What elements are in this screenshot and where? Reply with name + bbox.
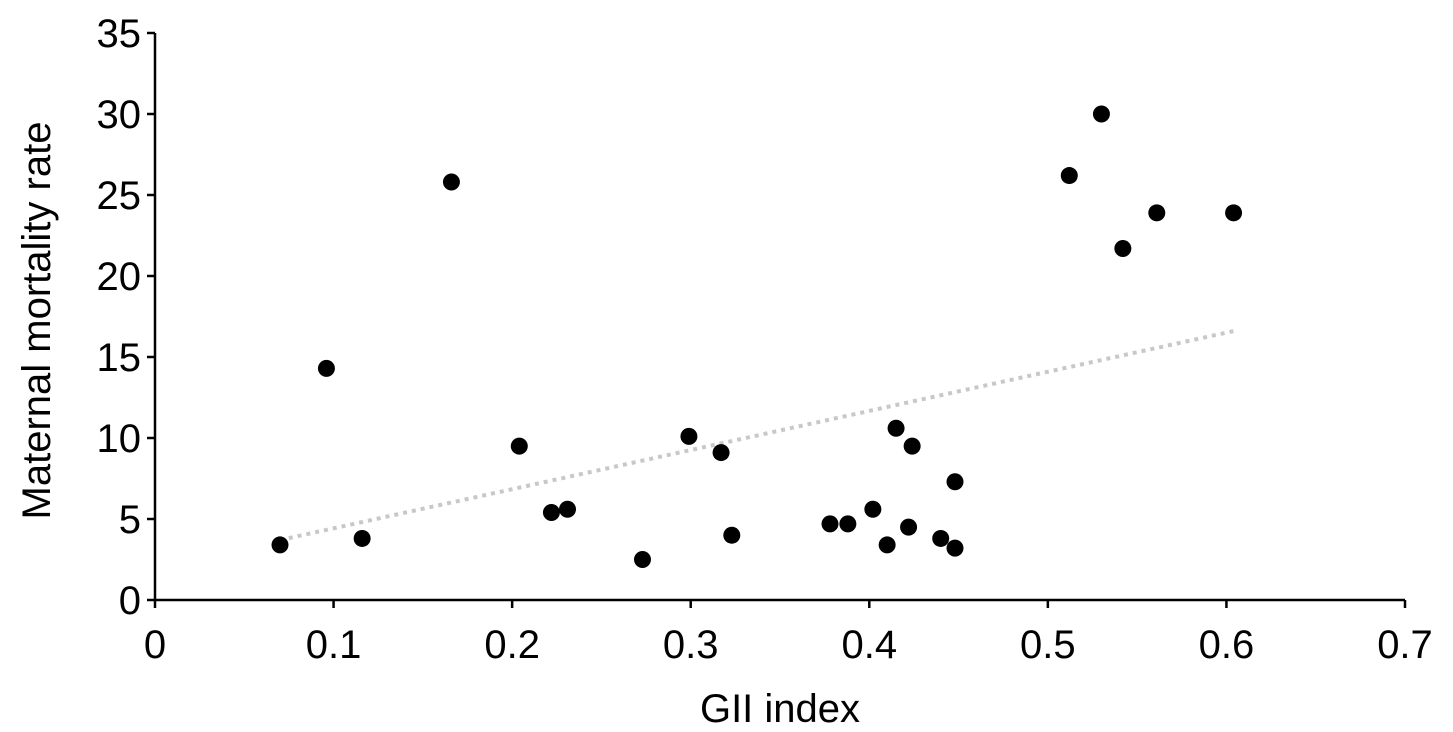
y-tick-label: 20	[97, 255, 142, 299]
data-point	[887, 419, 905, 437]
x-tick-label: 0.4	[841, 623, 897, 667]
data-point	[839, 515, 857, 533]
data-point	[1092, 105, 1110, 123]
data-point	[903, 437, 921, 455]
data-point	[1225, 204, 1243, 222]
x-tick-label: 0.3	[663, 623, 719, 667]
data-point	[317, 359, 335, 377]
y-tick-label: 35	[97, 12, 142, 56]
data-point	[559, 500, 576, 518]
x-tick-label: 0.7	[1377, 623, 1433, 667]
data-point	[1148, 204, 1166, 222]
y-tick-label: 30	[97, 93, 142, 137]
y-tick-label: 15	[97, 336, 142, 380]
data-point	[946, 473, 964, 491]
x-tick-label: 0.6	[1199, 623, 1255, 667]
data-point	[821, 515, 839, 533]
data-points	[271, 105, 1243, 568]
data-point	[271, 536, 289, 554]
data-point	[442, 173, 460, 191]
x-tick-label: 0.1	[306, 623, 362, 667]
x-tick-label: 0.2	[484, 623, 540, 667]
y-tick-label: 10	[97, 417, 142, 461]
data-point	[723, 526, 741, 544]
data-point	[900, 518, 918, 536]
data-point	[864, 500, 882, 518]
data-point	[878, 536, 896, 554]
data-point	[542, 504, 560, 522]
data-point	[932, 529, 950, 547]
data-point	[680, 427, 698, 445]
y-tick-label: 0	[119, 579, 141, 623]
data-point	[1060, 167, 1078, 185]
data-point	[712, 444, 730, 462]
data-point	[946, 539, 964, 557]
x-tick-label: 0	[144, 623, 166, 667]
y-axis-ticks: 0 5 10 15 20 25 30 35	[97, 12, 155, 623]
y-tick-label: 5	[119, 498, 141, 542]
y-tick-label: 25	[97, 174, 142, 218]
data-point	[634, 551, 651, 568]
data-point	[353, 529, 371, 547]
data-point	[510, 437, 528, 455]
y-axis-title: Maternal mortality rate	[15, 122, 59, 520]
x-axis-ticks: 0 0.1 0.2 0.3 0.4 0.5 0.6 0.7	[144, 600, 1433, 667]
x-axis-title: GII index	[700, 687, 860, 731]
trend-line	[279, 329, 1234, 543]
x-tick-label: 0.5	[1020, 623, 1076, 667]
data-point	[1114, 239, 1132, 257]
